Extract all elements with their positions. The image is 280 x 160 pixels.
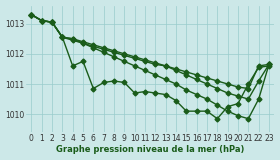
X-axis label: Graphe pression niveau de la mer (hPa): Graphe pression niveau de la mer (hPa) — [56, 145, 244, 154]
